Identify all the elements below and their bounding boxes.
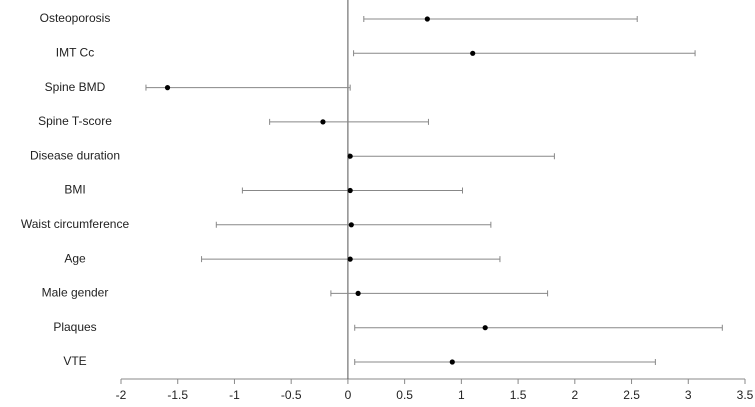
estimate-point [482, 325, 488, 331]
error-bar [330, 290, 549, 297]
error-bar [363, 16, 638, 22]
estimate-point [347, 256, 353, 262]
error-bar [354, 324, 723, 331]
x-tick-label: -0.5 [281, 388, 302, 402]
error-bar [354, 359, 656, 365]
category-label: Plaques [53, 320, 96, 334]
estimate-point [355, 290, 361, 296]
x-tick-label: 3.5 [737, 388, 754, 402]
error-bar [145, 84, 351, 91]
category-label: Osteoporosis [40, 11, 111, 25]
estimate-point [164, 85, 171, 91]
category-label: IMT Cc [56, 45, 94, 59]
estimate-point [347, 187, 353, 194]
estimate-point [449, 359, 455, 365]
x-tick-label: 2.5 [623, 388, 640, 402]
x-tick-label: 2 [571, 388, 578, 402]
x-tick-label: -1 [229, 388, 240, 402]
x-tick-label: 1.5 [510, 388, 527, 402]
category-label: BMI [64, 183, 85, 197]
x-tick-label: 0 [345, 388, 352, 402]
category-label: Spine BMD [45, 80, 106, 94]
x-tick-label: 0.5 [396, 388, 413, 402]
category-label: Waist circumference [21, 217, 130, 231]
category-label: Disease duration [30, 148, 120, 162]
x-tick-label: 3 [685, 388, 692, 402]
estimate-point [424, 16, 430, 22]
category-label: VTE [63, 354, 86, 368]
category-label: Age [64, 251, 86, 265]
x-tick-label: -1.5 [167, 388, 188, 402]
estimate-point [320, 119, 326, 125]
category-label: Spine T-score [38, 114, 112, 128]
estimate-point [347, 153, 353, 159]
x-tick-label: 1 [458, 388, 465, 402]
x-tick-label: -2 [116, 388, 127, 402]
estimate-point [470, 50, 476, 56]
error-bar [353, 50, 696, 57]
error-bar [269, 118, 429, 125]
estimate-point [348, 222, 354, 228]
error-bar [348, 153, 555, 160]
category-label: Male gender [42, 286, 109, 300]
